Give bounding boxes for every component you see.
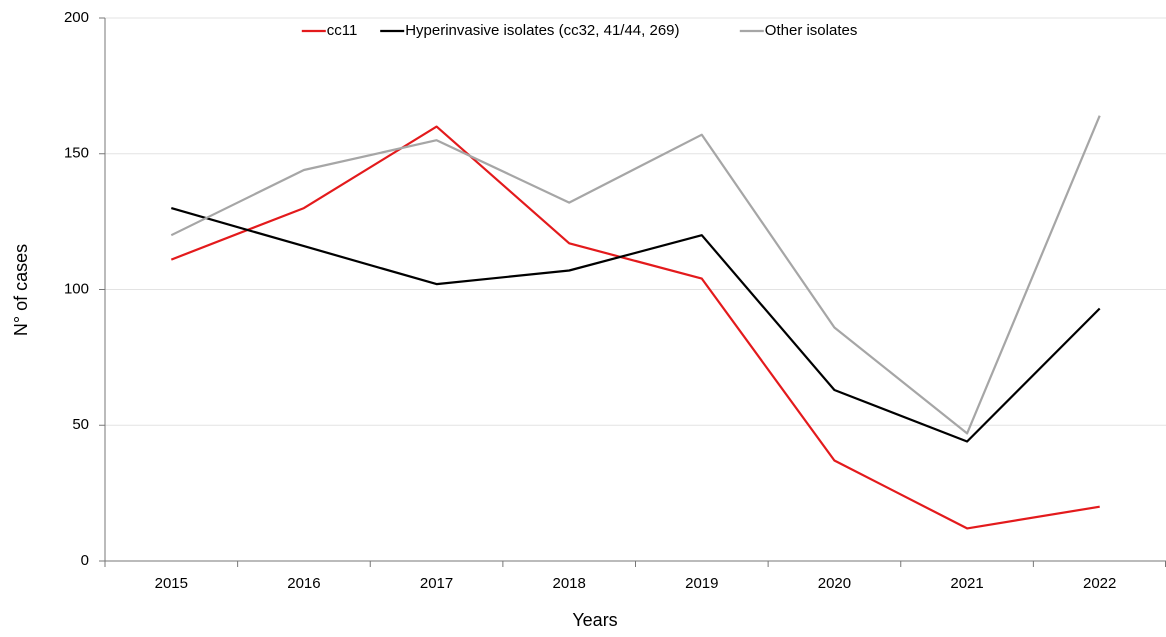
x-tick-label: 2017 <box>420 575 453 592</box>
x-tick-label: 2015 <box>155 575 188 592</box>
y-tick-label: 150 <box>64 145 89 162</box>
y-tick-label: 50 <box>72 416 89 433</box>
x-tick-label: 2016 <box>287 575 320 592</box>
series-line <box>170 125 1100 530</box>
y-axis-label: N° of cases <box>11 244 31 336</box>
x-tick-label: 2019 <box>685 575 718 592</box>
y-tick-label: 200 <box>64 9 89 26</box>
legend-label: cc11 <box>327 22 358 39</box>
x-tick-label: 2021 <box>950 575 983 592</box>
series-line <box>170 115 1101 435</box>
legend-label: Other isolates <box>765 22 858 39</box>
x-axis-label: Years <box>572 610 617 630</box>
x-tick-label: 2020 <box>818 575 851 592</box>
x-tick-label: 2018 <box>553 575 586 592</box>
series-line <box>170 207 1101 443</box>
legend-label: Hyperinvasive isolates (cc32, 41/44, 269… <box>405 22 679 39</box>
y-tick-label: 0 <box>81 552 89 569</box>
y-tick-label: 100 <box>64 280 89 297</box>
x-tick-label: 2022 <box>1083 575 1116 592</box>
